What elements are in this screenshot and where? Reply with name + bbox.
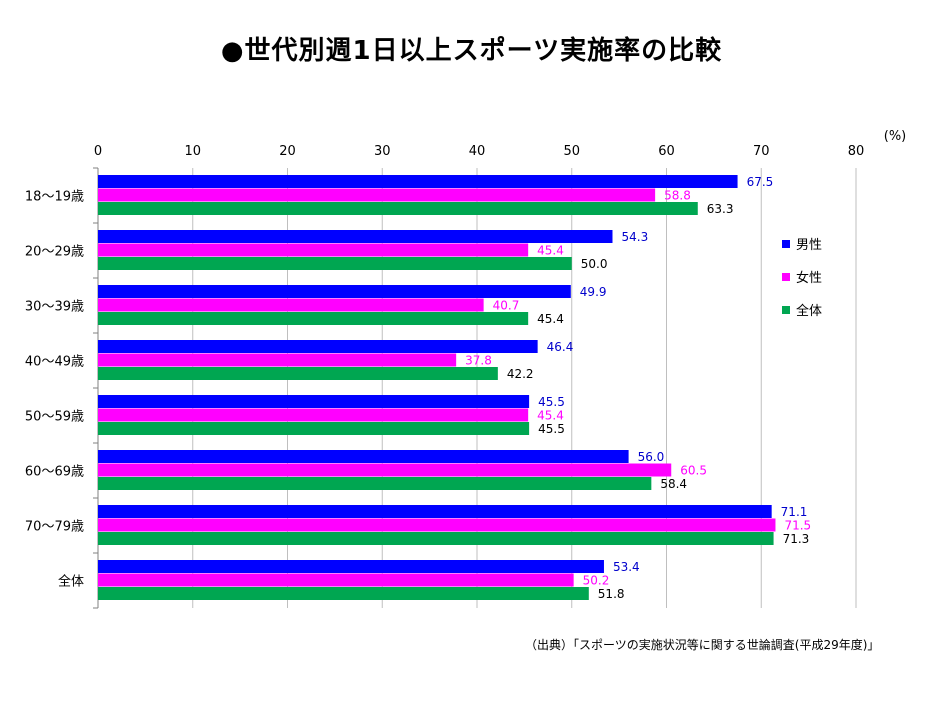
- x-tick-label: 60: [658, 144, 675, 159]
- data-label: 46.4: [547, 340, 574, 354]
- x-tick-label: 70: [753, 144, 770, 159]
- chart-title: ●世代別週1日以上スポーツ実施率の比較: [220, 36, 723, 66]
- data-label: 56.0: [638, 450, 665, 464]
- legend-swatch-female: [782, 273, 790, 281]
- bar-1-0: [98, 188, 656, 202]
- data-label: 45.5: [538, 395, 565, 409]
- data-label: 45.4: [537, 409, 564, 423]
- x-tick-label: 20: [279, 144, 296, 159]
- bar-2-6: [98, 532, 774, 545]
- legend-label-female: 女性: [796, 271, 823, 286]
- bar-2-5: [98, 477, 652, 490]
- data-label: 37.8: [465, 354, 492, 368]
- category-label: 60～69歳: [25, 464, 84, 479]
- data-label: 71.3: [783, 532, 810, 546]
- category-label: 全体: [58, 573, 84, 589]
- bar-2-4: [98, 422, 530, 435]
- legend-label-male: 男性: [796, 238, 823, 253]
- unit-label: (%): [884, 129, 907, 144]
- data-label: 40.7: [493, 299, 520, 313]
- x-tick-label: 40: [469, 144, 486, 159]
- bar-1-2: [98, 298, 484, 312]
- data-label: 71.1: [781, 505, 808, 519]
- data-label: 58.4: [660, 477, 687, 491]
- data-label: 45.4: [537, 244, 564, 258]
- category-label: 20～29歳: [25, 244, 84, 259]
- data-label: 71.5: [784, 519, 811, 533]
- bar-0-4: [98, 395, 530, 408]
- category-label: 18～19歳: [25, 189, 84, 204]
- bar-0-7: [98, 560, 604, 573]
- bar-1-1: [98, 243, 529, 257]
- bar-1-6: [98, 518, 776, 532]
- bar-0-6: [98, 505, 772, 518]
- bar-2-0: [98, 202, 698, 215]
- legend-swatch-male: [782, 240, 790, 248]
- bar-0-3: [98, 340, 538, 353]
- category-label: 40～49歳: [25, 354, 84, 369]
- category-label: 50～59歳: [25, 409, 84, 424]
- bar-2-3: [98, 367, 498, 380]
- bar-1-4: [98, 408, 529, 422]
- bar-0-1: [98, 230, 613, 243]
- x-tick-label: 10: [184, 144, 201, 159]
- bar-0-0: [98, 175, 738, 188]
- data-label: 67.5: [747, 175, 774, 189]
- data-label: 49.9: [580, 285, 607, 299]
- category-label: 70～79歳: [25, 519, 84, 534]
- data-label: 60.5: [680, 464, 707, 478]
- bar-2-1: [98, 257, 572, 270]
- x-tick-label: 30: [374, 144, 391, 159]
- bar-2-2: [98, 312, 529, 325]
- x-tick-label: 80: [848, 144, 865, 159]
- bar-1-3: [98, 353, 457, 367]
- data-label: 63.3: [707, 202, 734, 216]
- data-label: 45.5: [538, 422, 565, 436]
- bar-0-5: [98, 450, 629, 463]
- category-label: 30～39歳: [25, 299, 84, 314]
- data-label: 50.0: [581, 257, 608, 271]
- legend-label-total: 全体: [796, 304, 823, 319]
- bar-2-7: [98, 587, 589, 600]
- data-label: 51.8: [598, 587, 625, 601]
- data-label: 42.2: [507, 367, 534, 381]
- data-label: 58.8: [664, 189, 691, 203]
- data-label: 50.2: [583, 574, 610, 588]
- data-label: 54.3: [621, 230, 648, 244]
- legend-swatch-total: [782, 306, 790, 314]
- x-tick-label: 0: [94, 144, 102, 159]
- data-label: 53.4: [613, 560, 640, 574]
- bar-0-2: [98, 285, 571, 298]
- x-tick-label: 50: [563, 144, 580, 159]
- data-label: 45.4: [537, 312, 564, 326]
- bar-1-7: [98, 573, 574, 587]
- source-note: （出典）「スポーツの実施状況等に関する世論調査(平成29年度)」: [525, 638, 880, 652]
- bar-1-5: [98, 463, 672, 477]
